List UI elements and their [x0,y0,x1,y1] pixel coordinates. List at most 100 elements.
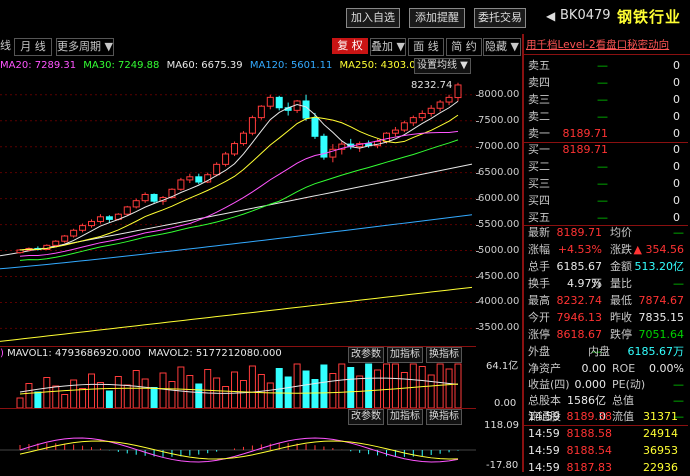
stat-value: 7835.15 [638,311,685,324]
tab-week[interactable]: 线 [0,39,11,52]
simple-button[interactable]: 简 约 [446,38,482,56]
vol-switch-indicator-button[interactable]: 换指标 [426,347,462,363]
stat-value: 513.20亿 [634,260,685,273]
candle-body [168,188,176,199]
bid-volume: 0 [673,177,680,190]
candle-body [177,179,185,190]
fund-value: 0.00% [649,362,684,375]
candle-body [427,107,435,114]
price-tick-label: 4500.00 [478,270,520,282]
inner-label: 内盘 [588,345,610,358]
hide-button[interactable]: 隐藏 ▼ [483,38,521,56]
ask-price: 8189.71 [562,127,609,140]
price-chart[interactable] [0,74,476,344]
ask-level-label: 卖三 [528,93,550,106]
price-tick-label: 5500.00 [478,218,520,230]
ask-price: — [597,93,608,106]
level2-link[interactable]: 用千档Level-2看盘口秘密动向 [526,39,670,51]
add-alert-button[interactable]: 添加提醒 [409,8,465,28]
candle-body [96,216,104,222]
macd-params-button[interactable]: 改参数 [348,409,384,425]
volume-bar [302,370,310,408]
ask-price: — [597,59,608,72]
volume-legend: ) MAVOL1: 4793686920.000 MAVOL2: 5177212… [0,348,282,359]
volume-bar [400,372,408,408]
candle-body [79,225,87,231]
tab-more-periods[interactable]: 更多周期 ▼ [56,38,114,56]
area-line-button[interactable]: 面 线 [408,38,444,56]
ma250-line [0,286,473,342]
price-tick-label: 4000.00 [478,296,520,308]
fund-value: 0 [599,410,606,423]
stat-value: ▲ 354.56 [633,243,684,256]
candle-body [186,176,194,181]
vol-params-button[interactable]: 改参数 [348,347,384,363]
bid-price: — [597,194,608,207]
volume-bar [34,391,42,408]
overlay-button[interactable]: 叠加 ▼ [370,38,406,56]
macd-switch-indicator-button[interactable]: 换指标 [426,409,462,425]
fuquan-button[interactable]: 复 权 [332,38,368,54]
volume-bar [391,363,399,408]
ma-legend: MA20: 7289.31 MA30: 7249.88 MA60: 6675.3… [0,60,422,71]
volume-bar [16,397,24,408]
price-tick-label: 6000.00 [478,192,520,204]
mavol1-label: MAVOL1: 4793686920.000 [7,348,141,359]
bid-row: 买一 8189.71 0 [528,141,688,158]
stat-label: 涨跌 [610,243,632,256]
volume-bar [88,373,96,408]
stat-row: 涨幅 +4.53% 涨跌 ▲ 354.56 [528,241,688,258]
volume-bar [222,386,230,408]
bid-price: 8189.71 [562,143,609,156]
stat-label: 最新 [528,226,550,239]
tick-time: 14:59 [528,461,560,474]
ma20-line [19,130,459,257]
commission-trade-button[interactable]: 委托交易 [474,8,526,28]
stat-label: 昨收 [610,311,632,324]
volume-bar [150,387,158,408]
fund-value: — [673,394,684,407]
candle-body [88,220,96,227]
volume-bar [409,363,417,408]
ma30-line [19,139,459,261]
volume-bar [132,370,140,408]
bid-level-label: 买一 [528,143,550,156]
macd-add-indicator-button[interactable]: 加指标 [387,409,423,425]
volume-bar [445,368,453,408]
ask-volume: 0 [673,127,680,140]
volume-bar [159,372,167,408]
ma-settings-button[interactable]: 设置均线 ▼ [414,58,471,74]
stat-label: 最高 [528,294,550,307]
candle-body [150,193,158,202]
volume-bar [168,381,176,408]
ma30-label: MA30: 7249.88 [83,60,160,71]
price-tick-label: 6500.00 [478,166,520,178]
stat-value: 4.97% [567,277,602,290]
candle-body [329,148,337,158]
back-arrow-icon[interactable]: ◀ [546,9,556,23]
price-tick-label: 7500.00 [478,114,520,126]
tab-month[interactable]: 月 线 [14,38,52,56]
candle-body [222,153,230,165]
bid-volume: 0 [673,143,680,156]
volume-bar [239,380,247,408]
volume-bar [204,369,212,408]
candle-body [338,143,346,150]
candle-body [105,216,113,220]
volume-chart[interactable] [0,362,476,408]
candle-body [195,176,203,183]
add-watchlist-button[interactable]: 加入自选 [346,8,400,28]
macd-chart[interactable] [0,424,476,472]
mavol2-line [19,383,459,395]
tick-price: 8188.58 [566,427,613,440]
stat-row: 总手 6185.67万 金额 513.20亿 [528,258,688,290]
candle-body [52,240,60,246]
volume-bar [329,373,337,408]
stat-label: 量比 [610,277,632,290]
ma20-label: MA20: 7289.31 [0,60,77,71]
candle-body [382,132,390,142]
stat-value: 7874.67 [638,294,685,307]
vol-add-indicator-button[interactable]: 加指标 [387,347,423,363]
tick-time: 14:59 [528,410,560,423]
volume-bar [114,376,122,408]
